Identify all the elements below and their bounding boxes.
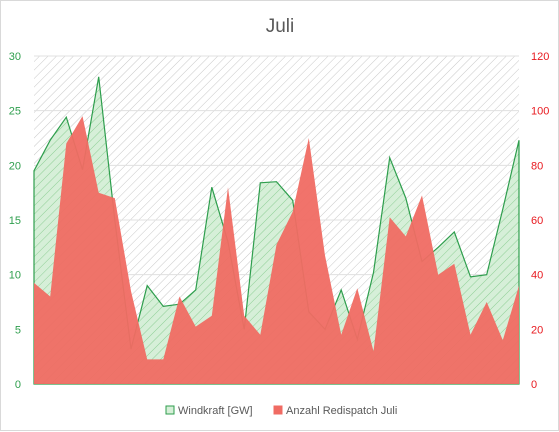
left-axis-tick-label: 20 — [9, 160, 21, 172]
left-axis-tick-label: 5 — [15, 324, 21, 336]
right-axis-ticks: 0 20 40 60 80 100 120 — [531, 51, 549, 391]
chart-title: Juli — [266, 16, 295, 37]
left-axis-tick-label: 0 — [15, 379, 21, 391]
right-axis-tick-label: 120 — [531, 51, 549, 63]
series-areas — [33, 76, 520, 385]
legend-label-windkraft: Windkraft [GW] — [178, 405, 253, 417]
left-axis-tick-label: 30 — [9, 51, 21, 63]
legend: Windkraft [GW] Anzahl Redispatch Juli — [165, 405, 397, 417]
series-area-redispatch — [34, 116, 519, 384]
left-axis-tick-label: 15 — [9, 215, 21, 227]
legend-label-redispatch: Anzahl Redispatch Juli — [286, 405, 397, 417]
right-axis-tick-label: 0 — [531, 379, 537, 391]
right-axis-tick-label: 40 — [531, 270, 543, 282]
right-axis-tick-label: 20 — [531, 324, 543, 336]
legend-swatch-windkraft — [165, 405, 175, 415]
legend-swatch-redispatch — [273, 405, 283, 415]
right-axis-tick-label: 80 — [531, 160, 543, 172]
right-axis-tick-label: 100 — [531, 106, 549, 118]
right-axis-tick-label: 60 — [531, 215, 543, 227]
left-axis-tick-label: 25 — [9, 106, 21, 118]
left-axis-ticks: 0 5 10 15 20 25 30 — [9, 51, 21, 391]
left-axis-tick-label: 10 — [9, 270, 21, 282]
